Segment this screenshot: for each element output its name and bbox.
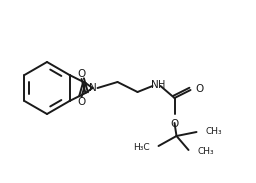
Text: H₃C: H₃C [133, 143, 150, 152]
Text: N: N [151, 80, 158, 90]
Text: N: N [89, 83, 97, 93]
Text: H: H [157, 80, 165, 90]
Text: CH₃: CH₃ [206, 126, 222, 135]
Text: O: O [170, 119, 179, 129]
Text: O: O [77, 97, 86, 107]
Text: CH₃: CH₃ [198, 147, 214, 156]
Text: O: O [77, 69, 86, 79]
Text: O: O [196, 84, 204, 94]
